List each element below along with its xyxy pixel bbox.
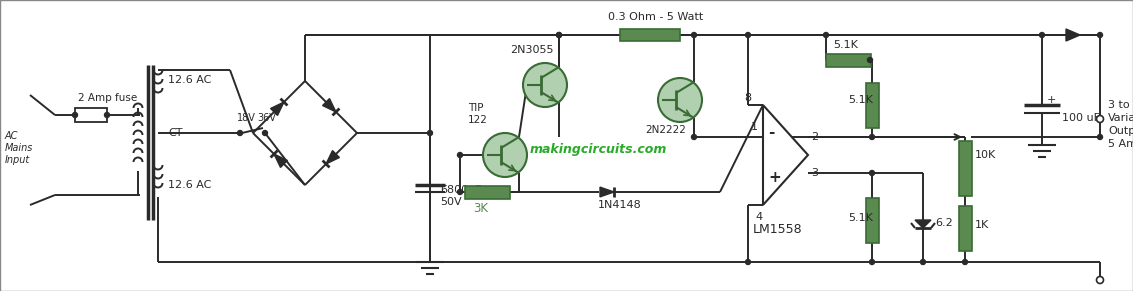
Polygon shape xyxy=(271,102,284,116)
Circle shape xyxy=(523,63,566,107)
Text: 100 uF: 100 uF xyxy=(1062,113,1100,123)
Text: 12.6 AC: 12.6 AC xyxy=(168,75,212,85)
Polygon shape xyxy=(323,99,337,112)
Circle shape xyxy=(104,113,110,118)
Circle shape xyxy=(869,134,875,139)
Polygon shape xyxy=(326,150,340,164)
Text: 1K: 1K xyxy=(976,220,989,230)
Text: AC
Mains
Input: AC Mains Input xyxy=(5,132,33,165)
Circle shape xyxy=(238,130,242,136)
Circle shape xyxy=(869,260,875,265)
Text: 4: 4 xyxy=(755,212,763,222)
Text: 18V: 18V xyxy=(237,113,256,123)
Bar xyxy=(75,108,107,122)
Circle shape xyxy=(658,78,702,122)
Text: 10K: 10K xyxy=(976,150,996,160)
Polygon shape xyxy=(600,187,614,197)
Text: 5 Amp: 5 Amp xyxy=(1108,139,1133,149)
Text: 2N3055: 2N3055 xyxy=(510,45,554,55)
Circle shape xyxy=(746,260,750,265)
Text: 0.3 Ohm - 5 Watt: 0.3 Ohm - 5 Watt xyxy=(608,12,704,22)
Circle shape xyxy=(963,260,968,265)
Circle shape xyxy=(920,260,926,265)
Circle shape xyxy=(458,152,462,157)
Bar xyxy=(866,198,878,242)
Bar xyxy=(866,83,878,127)
Circle shape xyxy=(483,133,527,177)
Text: 8: 8 xyxy=(744,93,751,103)
Circle shape xyxy=(691,33,697,38)
Circle shape xyxy=(869,171,875,175)
Text: 50V: 50V xyxy=(440,197,461,207)
Bar xyxy=(959,205,971,251)
Bar xyxy=(959,141,971,196)
Text: TIP
122: TIP 122 xyxy=(468,103,488,125)
Text: LM1558: LM1558 xyxy=(753,223,803,236)
Text: CT: CT xyxy=(168,128,182,138)
Text: 2 Amp fuse: 2 Amp fuse xyxy=(78,93,137,103)
Circle shape xyxy=(73,113,77,118)
Text: 6.2: 6.2 xyxy=(935,218,953,228)
Circle shape xyxy=(868,58,872,63)
Circle shape xyxy=(556,33,562,38)
Text: -: - xyxy=(768,125,774,141)
Text: Output: Output xyxy=(1108,126,1133,136)
Polygon shape xyxy=(1066,29,1080,41)
Circle shape xyxy=(427,130,433,136)
Text: 5.1K: 5.1K xyxy=(847,95,872,105)
Text: +: + xyxy=(1047,95,1056,105)
Text: 5.1K: 5.1K xyxy=(833,40,858,50)
Bar xyxy=(826,54,870,67)
Text: Variable: Variable xyxy=(1108,113,1133,123)
Circle shape xyxy=(824,33,828,38)
Text: 3 to 24V: 3 to 24V xyxy=(1108,100,1133,110)
Circle shape xyxy=(556,33,562,38)
Text: +: + xyxy=(768,169,781,184)
Text: 3K: 3K xyxy=(472,202,488,215)
Text: 1: 1 xyxy=(751,122,758,132)
Text: 1N4148: 1N4148 xyxy=(598,200,641,210)
Text: 5.1K: 5.1K xyxy=(847,213,872,223)
Circle shape xyxy=(1097,116,1104,123)
Circle shape xyxy=(458,189,462,194)
Circle shape xyxy=(1098,134,1102,139)
Polygon shape xyxy=(915,220,931,228)
Bar xyxy=(465,185,510,198)
Circle shape xyxy=(746,33,750,38)
Text: 2: 2 xyxy=(811,132,818,142)
Circle shape xyxy=(263,130,267,136)
Bar xyxy=(620,29,680,41)
Circle shape xyxy=(691,134,697,139)
Circle shape xyxy=(1039,33,1045,38)
Polygon shape xyxy=(274,154,288,167)
Text: 2N2222: 2N2222 xyxy=(645,125,685,135)
Circle shape xyxy=(1097,276,1104,283)
Text: 6800uF: 6800uF xyxy=(440,185,482,195)
Text: 3: 3 xyxy=(811,168,818,178)
Text: makingcircuits.com: makingcircuits.com xyxy=(530,143,667,157)
Text: 36V: 36V xyxy=(257,113,275,123)
Polygon shape xyxy=(763,105,808,205)
Circle shape xyxy=(1098,33,1102,38)
Text: 12.6 AC: 12.6 AC xyxy=(168,180,212,190)
